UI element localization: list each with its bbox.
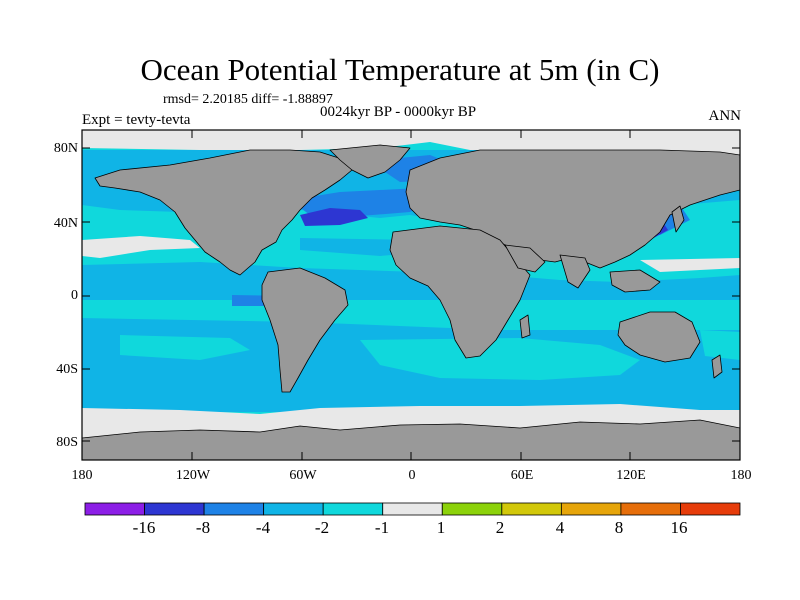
colorbar-label: -16 bbox=[132, 518, 156, 537]
madagascar-landmass bbox=[519, 314, 531, 339]
colorbar-bin bbox=[620, 502, 681, 516]
australia-landmass bbox=[617, 311, 701, 363]
colorbar-bin bbox=[441, 502, 503, 516]
cyan-patches bbox=[120, 330, 740, 380]
lat-label-40s: 40S bbox=[56, 362, 78, 377]
colorbar-bin bbox=[501, 502, 562, 516]
lon-label-60w: 60W bbox=[289, 468, 317, 483]
colorbar-bin bbox=[382, 502, 443, 516]
colorbar-bin bbox=[263, 502, 324, 516]
indonesia-landmass bbox=[609, 269, 661, 293]
colorbar-bin bbox=[144, 502, 205, 516]
colorbar-bin bbox=[84, 502, 145, 516]
lat-label-80n: 80N bbox=[53, 141, 78, 156]
eurasia-landmass bbox=[405, 149, 740, 269]
lon-label-60e: 60E bbox=[510, 468, 534, 483]
land-masses bbox=[82, 144, 740, 460]
south-america-landmass bbox=[261, 267, 349, 393]
map-panel bbox=[82, 130, 740, 460]
lon-label-180e: 180 bbox=[730, 468, 752, 483]
colorbar-label: -1 bbox=[374, 518, 390, 537]
lat-label-eq: 0 bbox=[71, 288, 78, 303]
lat-label-80s: 80S bbox=[56, 435, 78, 450]
africa-landmass bbox=[389, 225, 531, 359]
japan-landmass bbox=[671, 205, 685, 233]
colorbar-bin bbox=[322, 502, 384, 516]
colorbar-label: 2 bbox=[495, 518, 505, 537]
arabia-landmass bbox=[504, 244, 546, 273]
colorbar-label: 1 bbox=[436, 518, 446, 537]
axis-ticks bbox=[82, 130, 740, 460]
colorbar-label: -2 bbox=[314, 518, 330, 537]
lon-label-180w: 180 bbox=[71, 468, 93, 483]
antarctica-landmass bbox=[82, 419, 740, 460]
colorbar-label: -8 bbox=[195, 518, 211, 537]
colorbar-label: 16 bbox=[670, 518, 688, 537]
colorbar bbox=[84, 502, 741, 516]
india-landmass bbox=[559, 254, 591, 289]
north-america-landmass bbox=[94, 149, 353, 276]
colorbar-bin bbox=[680, 502, 741, 516]
colorbar-label: 8 bbox=[614, 518, 624, 537]
greenland-landmass bbox=[329, 144, 411, 179]
colorbar-bin bbox=[203, 502, 265, 516]
season-label: ANN bbox=[708, 108, 742, 124]
lon-label-0: 0 bbox=[408, 468, 416, 483]
period-label: 0024kyr BP - 0000kyr BP bbox=[320, 104, 477, 120]
lon-label-120w: 120W bbox=[175, 468, 211, 483]
colorbar-label: 4 bbox=[555, 518, 565, 537]
stats-line: rmsd= 2.20185 diff= -1.88897 bbox=[163, 92, 333, 107]
map-title: Ocean Potential Temperature at 5m (in C) bbox=[140, 52, 660, 87]
colorbar-bin bbox=[560, 502, 622, 516]
lon-label-120e: 120E bbox=[616, 468, 646, 483]
lat-label-40n: 40N bbox=[53, 216, 78, 231]
new-zealand-landmass bbox=[711, 354, 723, 379]
experiment-label: Expt = tevty-tevta bbox=[82, 112, 191, 128]
colorbar-label: -4 bbox=[255, 518, 271, 537]
